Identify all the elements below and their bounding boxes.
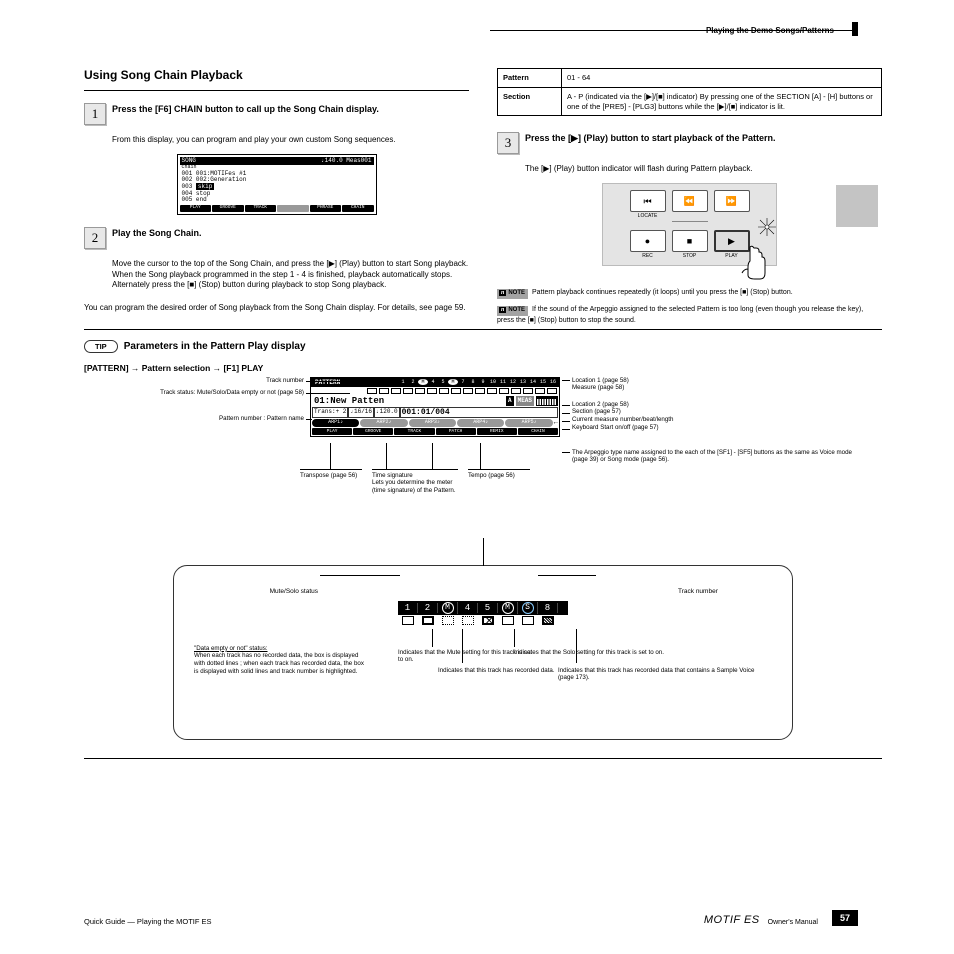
note-badge-icon: NOTE [497,306,528,316]
lcd-row-5: 005 end [180,197,374,204]
transport-stop-btn[interactable]: ■ [672,230,708,252]
step-3-sub: The [▶] (Play) button indicator will fla… [525,164,882,175]
plcd-section: A [506,396,514,406]
callout-tempo: Tempo (page 56) [468,469,530,480]
step-2-body: Move the cursor to the top of the Song C… [112,259,469,291]
cap-data-empty: "Data empty or not" status: When each tr… [194,645,364,676]
arp-5: ARP5♪ [505,419,552,427]
btab-remix: REMIX [477,428,517,435]
track-strip-wrap: 1 2 M 4 5 M S 8 ✕ [398,601,568,627]
table-pattern-label: Pattern [498,69,562,87]
btab-patch: PATCH [436,428,476,435]
step-2-after: You can program the desired order of Son… [84,303,469,314]
cap-sample-box: Indicates that this track has recorded d… [558,667,768,683]
lcd-tab-groove: GROOVE [212,205,244,212]
lcd-tab-chain: CHAIN [342,205,374,212]
lcd-top-right: ♩140.0 Meas001 [321,158,371,165]
header-tab [852,22,858,36]
callout-pnum: Pattern number : Pattern name [140,415,304,423]
lcd-tab-blank [277,205,309,212]
plcd-name: 01:New Patten [312,396,504,406]
track-status-box: Mute/Solo status Track number 1 2 M 4 5 … [173,565,793,740]
keyboard-icon [536,396,558,406]
btab-track: TRACK [394,428,434,435]
pointing-hand-icon [738,245,772,283]
table-pattern-val: 01 - 64 [562,69,881,87]
callout-trans: Transpose (page 56) [300,469,362,480]
callout-arp: The Arpeggio type name assigned to the e… [572,449,852,465]
lcd-tab: SONG [182,158,196,165]
footer-left: Quick Guide — Playing the MOTIF ES [84,917,212,926]
step-1-sub: From this display, you can program and p… [112,135,469,146]
rec-label: REC [630,253,666,259]
left-title: Using Song Chain Playback [84,68,469,82]
transport-rew-btn[interactable]: ⏪ [672,190,708,212]
plcd-meas-label: MEAS [516,396,534,406]
page-number: 57 [832,910,858,926]
plcd-trans: Trans:+ 2 [312,407,348,418]
transport-ff-btn[interactable]: ⏩ [714,190,750,212]
arp-3: ARP3♪ [409,419,456,427]
footer-logo: MOTIF ES [704,914,760,926]
plcd-tempo: ♩120.0 [374,407,400,418]
callout-loc1: Location 1 (page 58) Measure (page 58) [572,377,629,393]
callout-loc2: Location 2 (page 58) Section (page 57) C… [572,401,673,432]
cap-tnum: Track number [678,588,768,595]
footer: Quick Guide — Playing the MOTIF ES MOTIF… [84,910,858,926]
cap-mute: Mute/Solo status [198,588,318,595]
step-1-number: 1 [84,103,106,125]
note-1: NOTEPattern playback continues repeatedl… [497,288,882,299]
lcd-tab-play: PLAY [180,205,212,212]
tip-section: TIP Parameters in the Pattern Play displ… [84,329,882,759]
left-column: Using Song Chain Playback 1 Press the [F… [84,68,469,325]
note-2: NOTEIf the sound of the Arpeggio assigne… [497,305,882,325]
stop-label: STOP [672,253,708,259]
tip-title: Parameters in the Pattern Play display [124,341,306,352]
note-badge-icon: NOTE [497,289,528,299]
tip-path: [PATTERN] → Pattern selection → [F1] PLA… [84,363,263,373]
step-3-text: Press the [▶] (Play) button to start pla… [525,132,882,144]
step-3-number: 3 [497,132,519,154]
plcd-sig: ♩16/16 [348,407,374,418]
song-chain-lcd: SONG ♩140.0 Meas001 Chain 001 001:MOTIFe… [177,154,377,215]
btab-groove: GROOVE [353,428,393,435]
btab-chain: CHAIN [518,428,558,435]
table-section-label: Section [498,88,562,116]
lcd-tab-track: TRACK [245,205,277,212]
tip-badge: TIP [84,340,118,353]
lcd-tab-phrase: PHRASE [310,205,342,212]
callout-timesig: Time signature Lets you determine the me… [372,469,458,495]
arp-1: ARP1♪ [312,419,359,427]
step-2-number: 2 [84,227,106,249]
star-icon [756,216,778,238]
step-1-text: Press the [F6] CHAIN button to call up t… [112,103,469,115]
step-2-text: Play the Song Chain. [112,227,469,239]
locate-label: LOCATE [630,213,666,219]
right-column: Pattern 01 - 64 Section A - P (indicated… [497,68,882,325]
plcd-meas: 001:01/004 [400,407,558,418]
pattern-lcd: PATTERN 12M45M78910111213141516 01:New P… [310,377,560,437]
callout-trk-num: Track number [104,377,304,385]
callout-trk-status: Track status: Mute/Solo/Data empty or no… [96,389,304,397]
table-section-val: A - P (indicated via the [▶]/[■] indicat… [562,88,881,116]
transport-panel: ⏮ LOCATE ⏪ ⏩ ● REC ■ STOP [602,183,777,266]
btab-play: PLAY [312,428,352,435]
cap-solo-on: Indicates that the Solo setting for this… [514,649,684,657]
footer-owners: Owner's Manual [768,919,818,926]
lcd-row-4: 004 stop [180,191,374,198]
running-title: Playing the Demo Songs/Patterns [706,26,834,35]
transport-top-btn[interactable]: ⏮ [630,190,666,212]
arp-4: ARP4♪ [457,419,504,427]
arp-2: ARP2♪ [360,419,407,427]
transport-rec-btn[interactable]: ● [630,230,666,252]
info-table: Pattern 01 - 64 Section A - P (indicated… [497,68,882,116]
